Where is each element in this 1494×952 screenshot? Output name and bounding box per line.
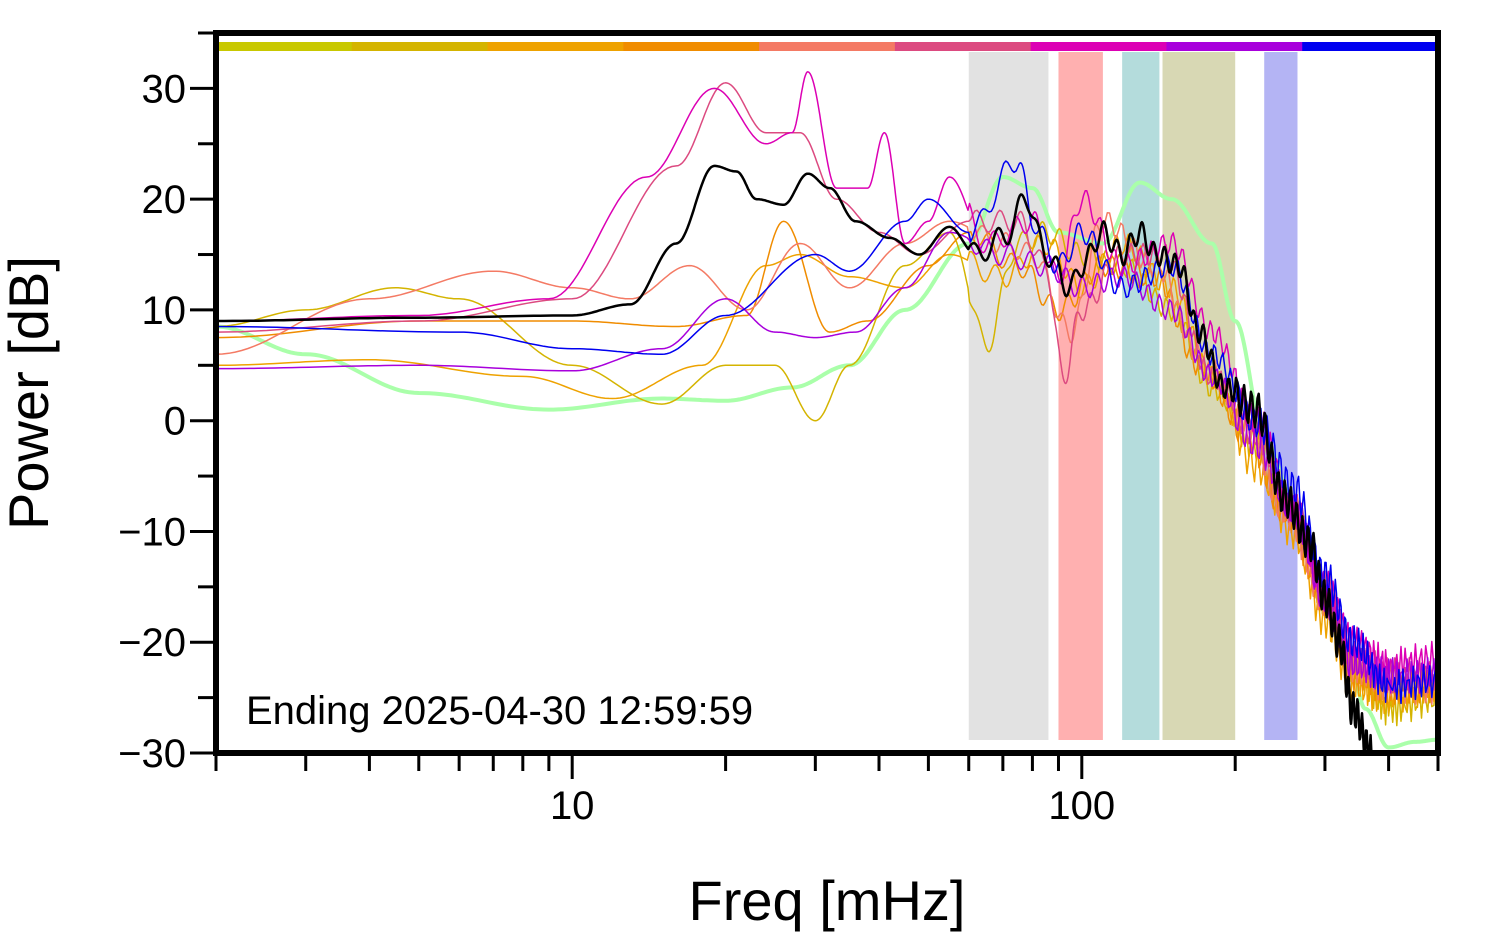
series-line bbox=[216, 82, 1438, 694]
color-strip-segment bbox=[1030, 42, 1167, 51]
series-line bbox=[216, 71, 1438, 682]
frequency-band bbox=[1122, 52, 1160, 740]
y-axis-ticks: 30 20 10 0 −10 −20 −30 bbox=[118, 31, 213, 776]
y-tick-label: 10 bbox=[142, 289, 187, 333]
x-tick-label: 10 bbox=[550, 784, 595, 828]
top-color-strip bbox=[216, 42, 1439, 51]
color-strip-segment bbox=[487, 42, 624, 51]
x-axis-label: Freq [mHz] bbox=[689, 869, 966, 932]
color-strip-segment bbox=[216, 42, 353, 51]
y-tick-label: 20 bbox=[142, 178, 187, 222]
frequency-band bbox=[1058, 52, 1103, 740]
series-line bbox=[216, 220, 1438, 705]
x-axis-ticks: 10 100 bbox=[214, 756, 1440, 828]
color-strip-segment bbox=[894, 42, 1032, 51]
y-tick-label: −30 bbox=[118, 732, 186, 776]
series-line bbox=[216, 231, 1438, 694]
series-line bbox=[216, 160, 1438, 705]
y-tick-label: 0 bbox=[164, 400, 186, 444]
frequency-bands bbox=[968, 52, 1298, 740]
x-tick-label: 100 bbox=[1048, 784, 1115, 828]
series-line bbox=[216, 175, 1438, 750]
frequency-band bbox=[1264, 52, 1298, 740]
color-strip-segment bbox=[1166, 42, 1303, 51]
series-line bbox=[216, 233, 1438, 715]
color-strip-segment bbox=[623, 42, 760, 51]
color-strip-segment bbox=[759, 42, 896, 51]
series-line bbox=[216, 212, 1438, 705]
frequency-band bbox=[968, 52, 1049, 740]
color-strip-segment bbox=[351, 42, 489, 51]
series-lines bbox=[216, 71, 1438, 753]
color-strip-segment bbox=[1302, 42, 1439, 51]
y-tick-label: −20 bbox=[118, 621, 186, 665]
ending-timestamp: Ending 2025-04-30 12:59:59 bbox=[246, 689, 753, 733]
y-axis-label: Power [dB] bbox=[0, 256, 60, 530]
y-tick-label: 30 bbox=[142, 67, 187, 111]
plot-frame bbox=[213, 30, 1441, 756]
y-tick-label: −10 bbox=[118, 510, 186, 554]
series-line bbox=[216, 164, 1373, 753]
